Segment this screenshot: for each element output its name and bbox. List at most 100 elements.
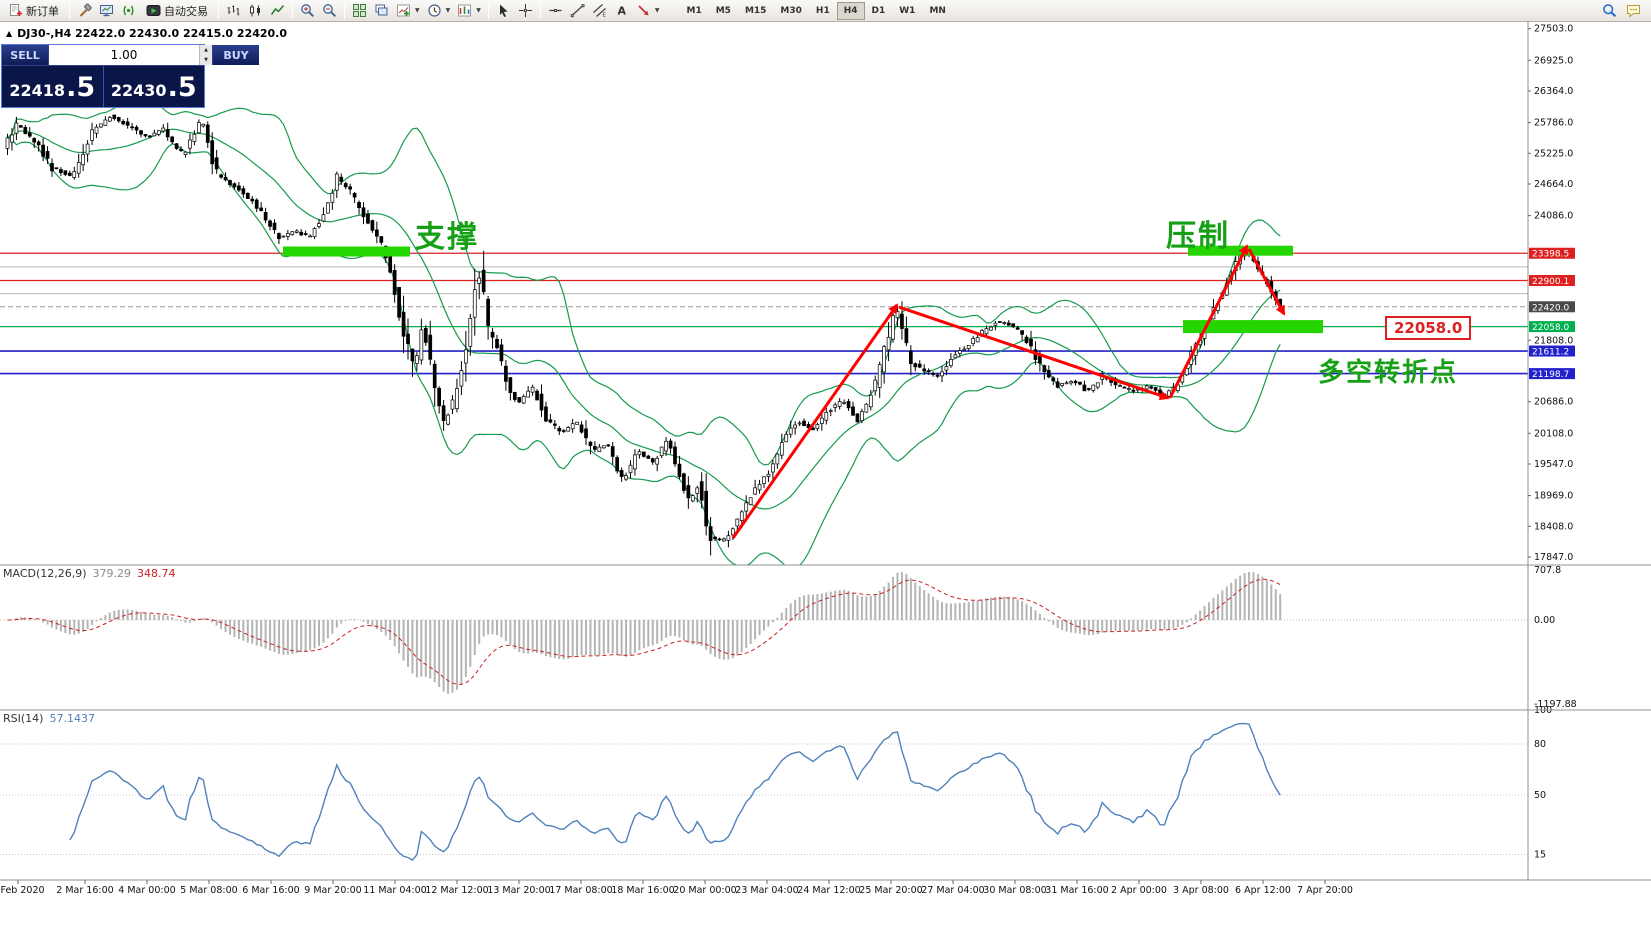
- timeframe-d1[interactable]: D1: [865, 2, 893, 20]
- cursor-button[interactable]: [493, 1, 514, 21]
- search-button[interactable]: [1599, 1, 1620, 21]
- trend-arrow[interactable]: [731, 303, 899, 539]
- zoom-out-button[interactable]: [319, 1, 340, 21]
- time-axis-label: 7 Apr 20:00: [1297, 885, 1353, 896]
- time-axis-label: 18 Mar 16:00: [611, 885, 674, 896]
- highlight-zone[interactable]: [283, 246, 410, 257]
- time-axis-label: 2 Mar 16:00: [56, 885, 113, 896]
- market-watch-button[interactable]: [118, 1, 139, 21]
- timeframe-h1[interactable]: H1: [809, 2, 837, 20]
- rsi-name: RSI(14): [3, 712, 44, 725]
- timeframe-w1[interactable]: W1: [892, 2, 922, 20]
- new-order-icon: [10, 4, 22, 16]
- trend-arrow[interactable]: [898, 305, 1170, 401]
- price-badge: [1529, 368, 1575, 380]
- tile-windows-button[interactable]: [349, 1, 370, 21]
- arrow-object-icon: [638, 5, 649, 16]
- crosshair-icon: [518, 4, 532, 17]
- svg-text:A: A: [617, 5, 626, 18]
- trendline-tool-button[interactable]: [567, 1, 588, 21]
- timeframe-group: M1 M5 M15 M30 H1 H4 D1 W1 MN: [680, 1, 953, 20]
- price-axis-tick: 20686.0: [1534, 397, 1573, 408]
- dropdown-caret-icon: ▼: [476, 7, 481, 14]
- time-axis-label: 27 Mar 04:00: [921, 885, 984, 896]
- timeframe-m30[interactable]: M30: [773, 2, 808, 20]
- sell-button[interactable]: SELL: [2, 45, 48, 65]
- price-badge-label: 22900.1: [1532, 277, 1569, 287]
- indicators-button[interactable]: ▼: [393, 1, 423, 21]
- channel-tool-button[interactable]: E: [589, 1, 610, 21]
- zoom-in-button[interactable]: [297, 1, 318, 21]
- macd-main-value: 379.29: [92, 567, 132, 580]
- toolbar-separator: [218, 2, 219, 19]
- horizontal-line-tool-button[interactable]: [545, 1, 566, 21]
- macd-pane[interactable]: [0, 565, 1528, 710]
- hammer-icon: [79, 3, 92, 17]
- periods-button[interactable]: ▼: [424, 1, 454, 21]
- sell-price[interactable]: 22418 .5: [2, 66, 103, 107]
- price-badge: [1529, 275, 1575, 287]
- trend-arrow[interactable]: [1247, 248, 1286, 316]
- time-axis-label: 12 Mar 12:00: [425, 885, 488, 896]
- indicators-add-icon: [397, 4, 410, 17]
- template-chart-icon: [458, 4, 472, 17]
- arrow-objects-button[interactable]: ▼: [633, 1, 663, 21]
- price-axis[interactable]: [1528, 22, 1651, 880]
- time-axis-label: 6 Apr 12:00: [1235, 885, 1291, 896]
- macd-layer: [0, 572, 1528, 694]
- buy-button[interactable]: BUY: [213, 45, 259, 65]
- price-level-tag: 22058.0: [1385, 316, 1472, 340]
- rsi-pane[interactable]: [0, 710, 1528, 880]
- horizontal-line-icon: [549, 9, 562, 12]
- volume-input[interactable]: [49, 45, 199, 65]
- bar-chart-button[interactable]: [223, 1, 244, 21]
- time-axis-label: 2 Apr 00:00: [1111, 885, 1167, 896]
- timeframe-mn[interactable]: MN: [922, 2, 953, 20]
- volume-down-button[interactable]: ▼: [200, 55, 212, 65]
- price-axis-tick: 17847.0: [1534, 552, 1573, 563]
- chat-button[interactable]: [1623, 1, 1644, 21]
- new-order-button[interactable]: 新订单: [2, 1, 65, 21]
- timeframe-h4[interactable]: H4: [836, 1, 865, 20]
- toolbar: 新订单 自动交易 ▼ ▼ ▼ E A ▼ M1 M5 M15 M30 H1 H4 D1 W1 M…: [0, 0, 1651, 22]
- timeframe-m1[interactable]: M1: [680, 2, 709, 20]
- autotrading-button[interactable]: 自动交易: [140, 1, 214, 21]
- time-axis[interactable]: [0, 880, 1651, 900]
- toolbar-right-group: [1599, 1, 1649, 21]
- macd-name: MACD(12,26,9): [3, 567, 87, 580]
- time-axis-label: 20 Mar 00:00: [673, 885, 736, 896]
- timeframe-m15[interactable]: M15: [738, 2, 773, 20]
- time-axis-label: 13 Mar 20:00: [487, 885, 550, 896]
- drawn-objects-layer[interactable]: [283, 244, 1323, 539]
- buy-price[interactable]: 22430 .5: [104, 66, 205, 107]
- rsi-scale-label: 50: [1534, 790, 1546, 801]
- timeframe-m5[interactable]: M5: [709, 2, 738, 20]
- signal-arcs-icon: [123, 5, 134, 16]
- autotrading-play-icon: [146, 5, 161, 16]
- crosshair-button[interactable]: [515, 1, 536, 21]
- cascade-windows-button[interactable]: [371, 1, 392, 21]
- templates-button[interactable]: ▼: [454, 1, 484, 21]
- trend-arrow[interactable]: [1168, 244, 1249, 399]
- toolbar-separator: [539, 2, 541, 19]
- candle-chart-button[interactable]: [245, 1, 266, 21]
- one-click-collapse-icon[interactable]: ▲: [6, 29, 13, 38]
- toolbar-separator: [69, 2, 70, 19]
- buy-price-main: 22430: [110, 81, 167, 100]
- price-axis-tick: 26364.0: [1534, 86, 1573, 97]
- volume-steppers: ▲ ▼: [199, 45, 212, 65]
- zoom-in-icon: [301, 4, 315, 18]
- autotrading-label: 自动交易: [164, 4, 208, 18]
- price-axis-tick: 20108.0: [1534, 428, 1573, 439]
- line-chart-button[interactable]: [267, 1, 288, 21]
- chart-canvas[interactable]: 10080501527503.026925.026364.025786.0252…: [0, 22, 1651, 900]
- volume-up-button[interactable]: ▲: [200, 45, 212, 55]
- line-chart-icon: [270, 5, 285, 15]
- price-axis-tick: 18408.0: [1534, 521, 1573, 532]
- macd-scale-label: 707.8: [1534, 565, 1561, 576]
- charts-window-button[interactable]: [96, 1, 117, 21]
- strategy-tester-button[interactable]: [74, 1, 95, 21]
- text-tool-button[interactable]: A: [611, 1, 632, 21]
- highlight-zone[interactable]: [1183, 320, 1323, 334]
- price-axis-tick: 25225.0: [1534, 148, 1573, 159]
